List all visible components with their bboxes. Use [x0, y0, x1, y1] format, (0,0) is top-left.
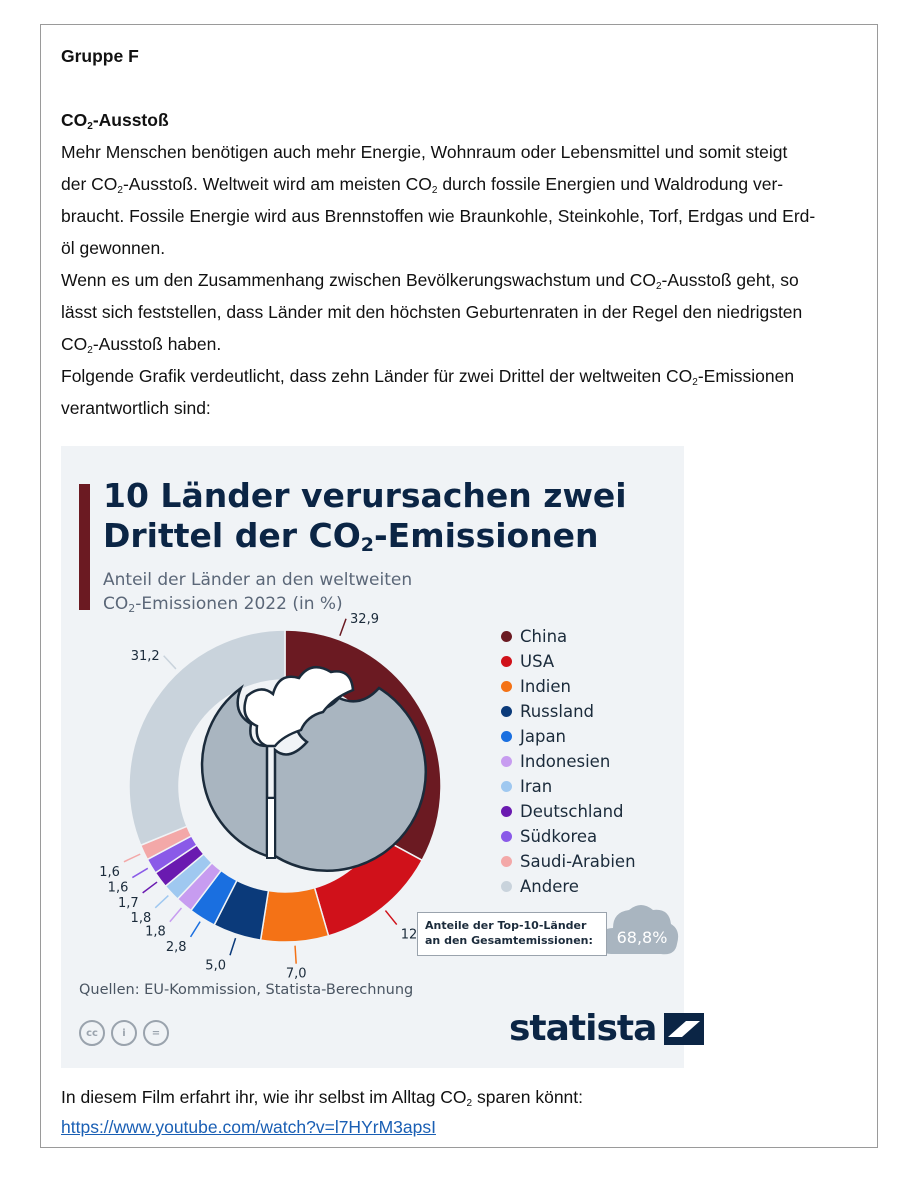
legend-swatch	[501, 831, 512, 842]
paragraph-1-line-4: öl gewonnen.	[61, 238, 166, 258]
legend-label: Russland	[520, 702, 595, 721]
legend-item-suedkorea: Südkorea	[501, 824, 636, 849]
leader-usa	[384, 910, 398, 926]
license-icons: cc i =	[79, 1020, 169, 1046]
cc-icon: cc	[79, 1020, 105, 1046]
legend-label: USA	[520, 652, 555, 671]
value-label-russland: 5,0	[205, 958, 226, 973]
total-label-box: Anteile der Top-10-Länder an den Gesamte…	[417, 912, 607, 956]
legend-label: Deutschland	[520, 802, 624, 821]
legend-label: Südkorea	[520, 827, 598, 846]
legend-swatch	[501, 756, 512, 767]
legend-item-deutschland: Deutschland	[501, 799, 636, 824]
value-label-saudi-arabien: 1,6	[99, 865, 120, 880]
legend-label: Saudi-Arabien	[520, 852, 636, 871]
document-body: CO2-Ausstoß Mehr Menschen benötigen auch…	[61, 104, 861, 424]
value-label-suedkorea: 1,6	[108, 881, 129, 896]
legend-label: Indonesien	[520, 752, 611, 771]
paragraph-1-line-1: Mehr Menschen benötigen auch mehr Energi…	[61, 142, 788, 162]
leader-iran	[154, 894, 169, 909]
paragraph-2-line-1: Wenn es um den Zusammenhang zwischen Bev…	[61, 270, 799, 292]
statista-logo-icon	[664, 1012, 705, 1045]
legend-swatch	[501, 806, 512, 817]
legend-item-andere: Andere	[501, 874, 636, 899]
legend-label: China	[520, 627, 568, 646]
value-label-china: 32,9	[350, 612, 379, 627]
footer: In diesem Film erfahrt ihr, wie ihr selb…	[61, 1082, 861, 1142]
value-label-japan: 2,8	[166, 940, 187, 955]
legend-item-indien: Indien	[501, 674, 636, 699]
legend-swatch	[501, 856, 512, 867]
sources-note: Quellen: EU-Kommission, Statista-Berechn…	[79, 982, 414, 998]
paragraph-2-line-2: lässt sich feststellen, dass Länder mit …	[61, 302, 803, 322]
legend-item-usa: USA	[501, 649, 636, 674]
legend-item-saudi-arabien: Saudi-Arabien	[501, 849, 636, 874]
leader-china	[339, 618, 347, 636]
value-label-andere: 31,2	[131, 649, 160, 664]
infographic: 10 Länder verursachen zwei Drittel der C…	[61, 446, 705, 1068]
footer-text: In diesem Film erfahrt ihr, wie ihr selb…	[61, 1087, 584, 1109]
leader-indonesien	[169, 907, 183, 923]
legend-swatch	[501, 681, 512, 692]
by-icon: i	[111, 1020, 137, 1046]
chart-subtitle: Anteil der Länder an den weltweiten CO2-…	[103, 570, 413, 615]
section-heading: CO2-Ausstoß	[61, 110, 169, 132]
factory-smoke-icon	[200, 665, 428, 873]
nd-icon: =	[143, 1020, 169, 1046]
legend-item-russland: Russland	[501, 699, 636, 724]
legend-item-indonesien: Indonesien	[501, 749, 636, 774]
total-value: 68,8%	[616, 928, 668, 947]
group-title: Gruppe F	[61, 46, 139, 66]
slice-andere	[128, 629, 286, 847]
legend-item-iran: Iran	[501, 774, 636, 799]
donut-chart: 32,912,67,05,02,81,81,81,71,61,631,2	[99, 612, 442, 982]
legend-swatch	[501, 706, 512, 717]
youtube-link[interactable]: https://www.youtube.com/watch?v=l7HYrM3a…	[61, 1117, 436, 1137]
legend-label: Iran	[520, 777, 553, 796]
legend-label: Indien	[520, 677, 571, 696]
statista-logo: statista	[509, 1008, 705, 1049]
paragraph-3-line-1: Folgende Grafik verdeutlicht, dass zehn …	[61, 366, 795, 388]
leader-russland	[229, 937, 237, 956]
leader-japan	[189, 921, 201, 938]
legend-label: Japan	[520, 727, 567, 746]
value-label-indien: 7,0	[286, 967, 307, 982]
value-label-indonesien: 1,8	[145, 925, 166, 940]
legend-swatch	[501, 631, 512, 642]
value-label-deutschland: 1,7	[118, 896, 139, 911]
leader-andere	[163, 655, 177, 670]
legend-item-china: China	[501, 624, 636, 649]
legend-label: Andere	[520, 877, 579, 896]
document-frame	[40, 24, 878, 1148]
paragraph-1-line-2: der CO2-Ausstoß. Weltweit wird am meiste…	[61, 174, 784, 196]
leader-saudi-arabien	[123, 853, 141, 863]
leader-suedkorea	[131, 867, 149, 879]
cloud-icon	[598, 905, 679, 955]
legend-swatch	[501, 731, 512, 742]
legend-item-japan: Japan	[501, 724, 636, 749]
paragraph-2-line-3: CO2-Ausstoß haben.	[61, 334, 222, 356]
legend-swatch	[501, 781, 512, 792]
paragraph-1-line-3: braucht. Fossile Energie wird aus Brenns…	[61, 206, 816, 226]
leader-deutschland	[142, 881, 158, 894]
chart-title: 10 Länder verursachen zwei Drittel der C…	[103, 476, 627, 556]
title-accent-bar	[79, 484, 90, 610]
legend: China USA Indien Russland Japan Indonesien Ira…	[501, 624, 636, 899]
legend-swatch	[501, 881, 512, 892]
paragraph-3-line-2: verantwortlich sind:	[61, 398, 211, 418]
value-label-iran: 1,8	[131, 911, 152, 926]
legend-swatch	[501, 656, 512, 667]
leader-indien	[294, 945, 297, 964]
